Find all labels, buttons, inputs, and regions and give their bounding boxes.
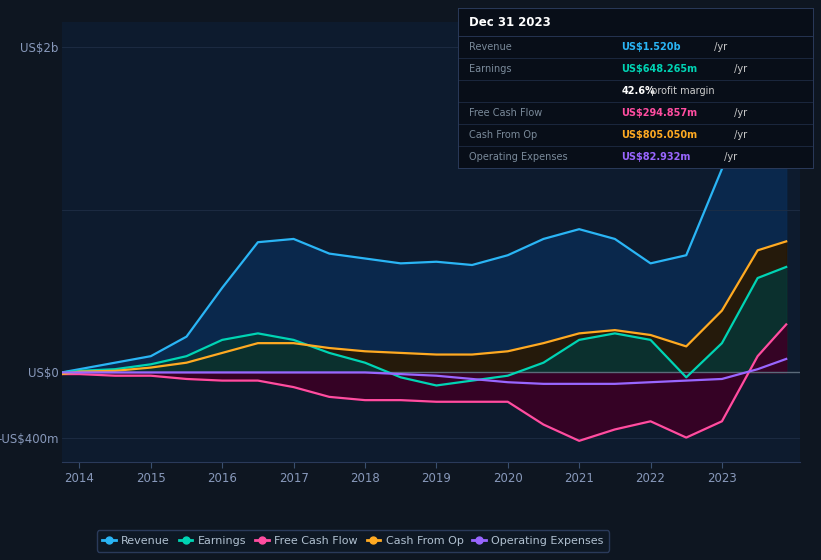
Text: /yr: /yr [721,152,736,162]
Text: /yr: /yr [731,64,746,74]
Text: Free Cash Flow: Free Cash Flow [469,108,542,118]
Text: 42.6%: 42.6% [621,86,655,96]
Text: Earnings: Earnings [469,64,511,74]
Text: US$294.857m: US$294.857m [621,108,697,118]
Text: Cash From Op: Cash From Op [469,130,537,140]
Legend: Revenue, Earnings, Free Cash Flow, Cash From Op, Operating Expenses: Revenue, Earnings, Free Cash Flow, Cash … [97,530,609,552]
Text: US$82.932m: US$82.932m [621,152,690,162]
Text: profit margin: profit margin [648,86,714,96]
Text: US$1.520b: US$1.520b [621,41,681,52]
Text: /yr: /yr [711,41,727,52]
Text: /yr: /yr [731,130,746,140]
Text: US$648.265m: US$648.265m [621,64,697,74]
Text: Dec 31 2023: Dec 31 2023 [469,16,551,29]
Text: Operating Expenses: Operating Expenses [469,152,567,162]
Text: Revenue: Revenue [469,41,511,52]
Text: US$805.050m: US$805.050m [621,130,697,140]
Text: /yr: /yr [731,108,746,118]
